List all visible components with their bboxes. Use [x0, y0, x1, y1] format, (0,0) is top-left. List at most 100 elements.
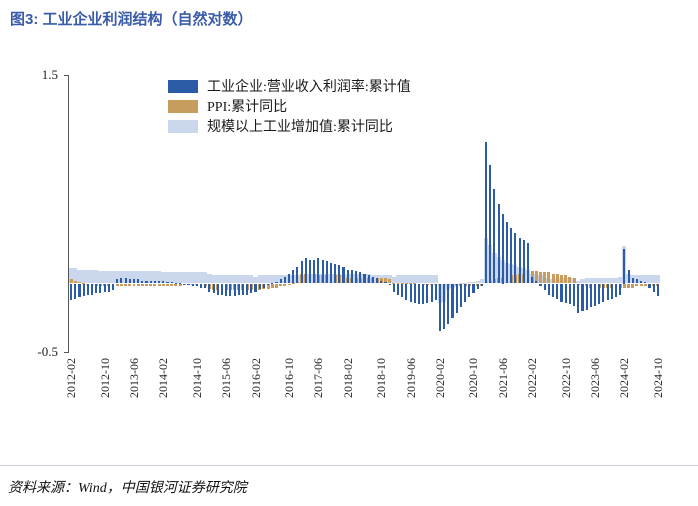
bar-profit-margin: [430, 283, 433, 302]
bar-ppi: [287, 283, 291, 285]
bar-profit-margin: [619, 283, 622, 295]
bar-industrial-value-added: [69, 268, 74, 284]
bar-ppi: [413, 282, 417, 284]
bar-ppi: [551, 273, 555, 284]
bar-profit-margin: [510, 227, 513, 284]
bar-industrial-value-added: [412, 275, 417, 284]
bar-profit-margin: [623, 248, 626, 284]
bar-industrial-value-added: [261, 275, 266, 284]
bar-profit-margin: [162, 280, 165, 284]
bar-ppi: [383, 277, 387, 284]
bar-profit-margin: [111, 283, 115, 291]
bar-industrial-value-added: [102, 270, 107, 284]
bar-industrial-value-added: [203, 272, 208, 284]
bar-profit-margin: [656, 283, 659, 296]
bar-ppi: [124, 283, 128, 287]
bar-ppi: [145, 283, 148, 287]
x-axis-tick-label: 2015-06: [219, 358, 234, 398]
bar-ppi: [404, 282, 408, 284]
figure-title: 图3: 工业企业利润结构（自然对数）: [10, 11, 253, 28]
bar-profit-margin: [216, 283, 219, 295]
bar-industrial-value-added: [165, 272, 170, 284]
bar-ppi: [166, 283, 169, 287]
bar-profit-margin: [585, 283, 588, 310]
bar-profit-margin: [141, 280, 144, 284]
bar-profit-margin: [380, 280, 383, 284]
bar-industrial-value-added: [647, 275, 652, 284]
bar-industrial-value-added: [240, 275, 246, 284]
bar-industrial-value-added: [152, 270, 158, 284]
bar-industrial-value-added: [463, 282, 468, 284]
bar-industrial-value-added: [236, 275, 241, 284]
bar-profit-margin: [602, 283, 605, 302]
bar-profit-margin: [304, 258, 307, 284]
bar-industrial-value-added: [634, 275, 640, 284]
bar-ppi: [547, 272, 551, 284]
bar-ppi: [73, 280, 77, 284]
bar-profit-margin: [179, 282, 182, 284]
legend-item: 工业企业:营业收入利润率:累计值: [168, 76, 411, 96]
bar-profit-margin: [233, 283, 236, 296]
legend-label: 规模以上工业增加值:累计同比: [207, 120, 393, 135]
bar-profit-margin: [321, 259, 324, 284]
bar-profit-margin: [426, 283, 429, 303]
bar-industrial-value-added: [144, 270, 149, 284]
bar-industrial-value-added: [123, 270, 128, 284]
bar-profit-margin: [124, 277, 127, 284]
bar-industrial-value-added: [89, 269, 95, 284]
bar-ppi: [396, 282, 400, 284]
x-axis-tick-label: 2013-06: [126, 358, 141, 398]
bar-industrial-value-added: [467, 282, 472, 284]
bar-profit-margin: [581, 283, 584, 312]
x-axis-tick-label: 2014-10: [189, 358, 204, 398]
bar-profit-margin: [556, 283, 559, 299]
bar-ppi: [572, 277, 576, 284]
bar-profit-margin: [472, 283, 475, 294]
y-axis-label-top: 1.5: [41, 67, 58, 82]
bar-profit-margin: [166, 282, 169, 284]
bar-profit-margin: [137, 279, 140, 284]
bar-industrial-value-added: [278, 275, 283, 284]
bar-profit-margin: [451, 283, 454, 319]
bar-profit-margin: [468, 283, 471, 298]
bar-profit-margin: [149, 280, 152, 284]
bar-profit-margin: [99, 283, 102, 294]
bar-industrial-value-added: [391, 276, 396, 284]
bar-industrial-value-added: [211, 275, 216, 284]
x-axis-tick-label: 2012-10: [97, 358, 112, 398]
bar-profit-margin: [317, 258, 320, 284]
bar-ppi: [153, 283, 157, 287]
x-axis-tick-label: 2021-06: [495, 358, 510, 398]
bar-ppi: [174, 283, 178, 287]
bar-profit-margin: [250, 283, 253, 294]
bar-profit-margin: [480, 283, 483, 287]
bar-industrial-value-added: [421, 275, 426, 284]
bar-profit-margin: [577, 283, 580, 313]
bar-profit-margin: [246, 283, 249, 295]
x-axis-tick-label: 2020-02: [432, 358, 447, 398]
bar-profit-margin: [493, 188, 496, 284]
bar-profit-margin: [526, 243, 529, 284]
bar-ppi: [627, 283, 631, 288]
bar-profit-margin: [652, 283, 655, 292]
bar-ppi: [149, 283, 153, 287]
x-axis-tick-label: 2017-06: [311, 358, 326, 398]
bar-ppi: [643, 283, 647, 287]
bar-profit-margin: [489, 165, 492, 284]
bar-industrial-value-added: [182, 272, 187, 284]
bar-ppi: [266, 283, 270, 290]
bar-profit-margin: [325, 261, 328, 284]
chart-plot-area: [69, 75, 660, 353]
bar-profit-margin: [241, 283, 244, 295]
bar-profit-margin: [589, 283, 592, 308]
bar-industrial-value-added: [98, 270, 103, 284]
bar-profit-margin: [313, 259, 316, 284]
x-axis-tick-label: 2024-02: [617, 358, 632, 398]
bar-industrial-value-added: [429, 275, 434, 284]
x-axis-tick-label: 2018-10: [374, 358, 389, 398]
bar-ppi: [283, 283, 287, 287]
bar-profit-margin: [195, 283, 198, 287]
bar-profit-margin: [547, 283, 550, 295]
bar-ppi: [275, 283, 278, 288]
bar-profit-margin: [258, 283, 261, 290]
